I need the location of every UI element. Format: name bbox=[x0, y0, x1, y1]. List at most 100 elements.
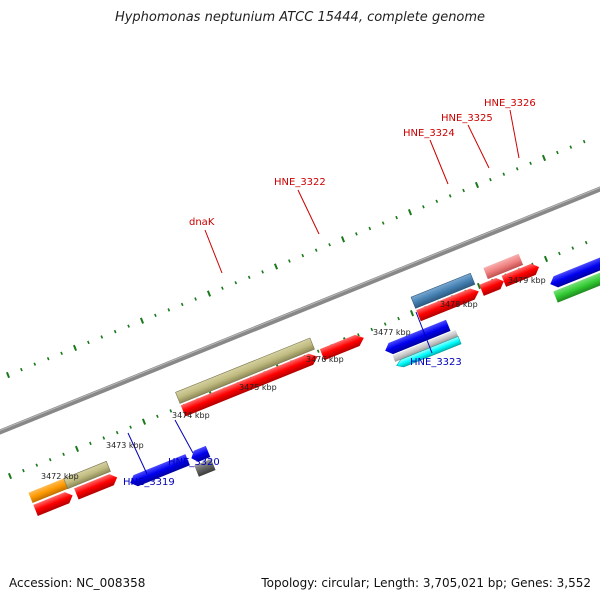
scale-tick bbox=[556, 150, 559, 155]
gene-olive-left[interactable] bbox=[63, 460, 111, 490]
scale-tick bbox=[156, 414, 159, 419]
label-hne-3326[interactable]: HNE_3326 bbox=[484, 98, 536, 109]
scale-tick bbox=[355, 232, 358, 236]
label-hne-3324[interactable]: HNE_3324 bbox=[403, 128, 455, 139]
gene-blue-right[interactable] bbox=[383, 319, 451, 357]
gene-red-mid-1[interactable] bbox=[416, 286, 481, 322]
scale-tick bbox=[206, 290, 212, 297]
scale-tick bbox=[60, 351, 63, 356]
gene-red-mid-2[interactable] bbox=[501, 261, 542, 287]
scale-tick bbox=[167, 308, 171, 312]
gene-hne-3320[interactable] bbox=[194, 458, 216, 477]
scale-tick bbox=[139, 317, 145, 324]
scale-tick bbox=[370, 327, 374, 332]
scale-tick bbox=[154, 313, 157, 318]
scale-tick bbox=[462, 188, 465, 193]
scale-tick bbox=[102, 436, 106, 440]
scale-tick bbox=[46, 356, 50, 361]
scale-tick bbox=[543, 255, 549, 263]
scale-tick bbox=[221, 286, 224, 290]
scale-label-3476: 3476 kbp bbox=[306, 355, 344, 364]
scale-tick bbox=[407, 209, 413, 216]
scale-tick bbox=[476, 282, 482, 290]
scale-tick bbox=[395, 215, 398, 220]
scale-tick bbox=[397, 316, 400, 321]
gene-hne-3319[interactable] bbox=[128, 454, 190, 488]
gene-red-left-2[interactable] bbox=[74, 472, 119, 500]
scale-labels: 3472 kbp 3473 kbp 3474 kbp 3475 kbp 3476… bbox=[41, 276, 546, 481]
scale-label-3473: 3473 kbp bbox=[106, 441, 144, 450]
scale-tick bbox=[234, 281, 238, 285]
scale-tick bbox=[301, 253, 305, 258]
scale-tick bbox=[558, 251, 561, 256]
scale-label-3479: 3479 kbp bbox=[508, 276, 546, 285]
upper-scale-ticks bbox=[5, 139, 586, 379]
gene-labels-bottom: HNE_3319 HNE_3320 HNE_3323 bbox=[123, 357, 462, 488]
scale-tick bbox=[180, 302, 184, 307]
scale-label-3478: 3478 kbp bbox=[440, 300, 478, 309]
gene-orange-left[interactable] bbox=[28, 477, 70, 503]
scale-label-3475: 3475 kbp bbox=[239, 383, 277, 392]
scale-label-3474: 3474 kbp bbox=[172, 411, 210, 420]
scale-label-3472: 3472 kbp bbox=[41, 472, 79, 481]
scale-tick bbox=[261, 270, 264, 274]
scale-tick bbox=[5, 371, 11, 379]
scale-tick bbox=[129, 425, 132, 429]
gene-hne-3325[interactable] bbox=[479, 276, 506, 296]
gene-labels-top: dnaK HNE_3322 HNE_3324 HNE_3325 HNE_3326 bbox=[189, 98, 536, 228]
scale-tick bbox=[582, 139, 586, 144]
page-title: Hyphomonas neptunium ATCC 15444, complet… bbox=[114, 10, 486, 25]
gene-hne-3322[interactable] bbox=[319, 332, 366, 361]
scale-tick bbox=[141, 418, 147, 425]
scale-tick bbox=[474, 181, 480, 189]
scale-tick bbox=[571, 246, 575, 250]
scale-tick bbox=[541, 154, 547, 162]
scale-tick bbox=[20, 367, 23, 372]
scale-tick bbox=[247, 275, 251, 280]
scale-tick bbox=[48, 457, 52, 462]
scale-tick bbox=[72, 344, 78, 351]
scale-tick bbox=[368, 226, 372, 231]
scale-label-3477: 3477 kbp bbox=[373, 328, 411, 337]
genome-backbone bbox=[0, 186, 600, 435]
gene-hne-3326[interactable] bbox=[483, 253, 524, 280]
scale-tick bbox=[7, 472, 13, 480]
scale-tick bbox=[340, 236, 346, 243]
scale-tick bbox=[115, 430, 119, 435]
label-hne-3322[interactable]: HNE_3322 bbox=[274, 177, 326, 188]
scale-tick bbox=[314, 248, 318, 252]
scale-tick bbox=[22, 468, 25, 473]
scale-tick bbox=[127, 324, 130, 328]
gene-hne-3324[interactable] bbox=[410, 272, 476, 309]
scale-tick bbox=[288, 259, 291, 263]
gene-dnak-olive[interactable] bbox=[175, 337, 315, 404]
label-hne-3325[interactable]: HNE_3325 bbox=[441, 113, 493, 124]
label-hne-3320[interactable]: HNE_3320 bbox=[168, 457, 220, 468]
label-dnak[interactable]: dnaK bbox=[189, 217, 215, 228]
gene-red-left-1[interactable] bbox=[33, 490, 75, 516]
label-leader-lines bbox=[127, 109, 520, 475]
accession-text: Accession: NC_008358 bbox=[9, 576, 146, 590]
scale-tick bbox=[169, 409, 173, 413]
scale-tick bbox=[381, 221, 385, 225]
gene-hne-3323[interactable] bbox=[395, 336, 462, 369]
gene-green-far-right[interactable] bbox=[553, 269, 600, 303]
scale-tick bbox=[113, 329, 117, 334]
scale-tick bbox=[357, 333, 360, 337]
gene-blue-small[interactable] bbox=[189, 445, 211, 464]
scale-tick bbox=[569, 145, 573, 149]
scale-tick bbox=[502, 172, 506, 176]
label-hne-3319[interactable]: HNE_3319 bbox=[123, 477, 175, 488]
gene-lightgray[interactable] bbox=[392, 329, 459, 362]
scale-tick bbox=[409, 310, 415, 317]
scale-tick bbox=[422, 205, 425, 209]
label-hne-3323[interactable]: HNE_3323 bbox=[410, 357, 462, 368]
gene-dnak[interactable] bbox=[180, 351, 320, 417]
gene-blue-far-right[interactable] bbox=[548, 256, 600, 290]
scale-tick bbox=[89, 441, 92, 446]
scale-tick bbox=[435, 199, 439, 204]
scale-tick bbox=[328, 243, 331, 247]
scale-tick bbox=[33, 362, 37, 366]
scale-tick bbox=[383, 322, 387, 326]
